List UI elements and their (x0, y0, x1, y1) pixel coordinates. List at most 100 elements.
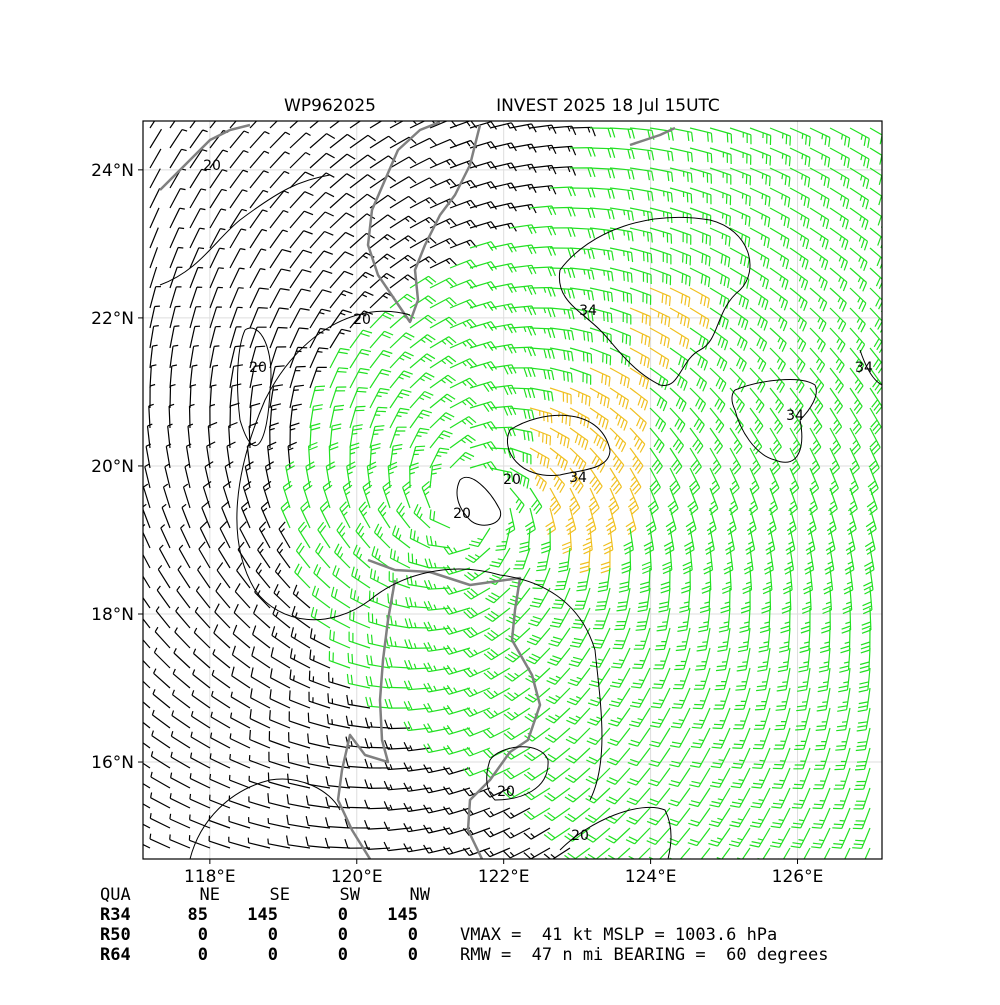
wind-barb (170, 751, 191, 769)
wind-barb (629, 287, 652, 305)
wind-barb (443, 565, 471, 575)
wind-barb (443, 625, 471, 635)
wind-barb (649, 207, 673, 224)
wind-barb (689, 847, 711, 859)
wind-barb (231, 666, 251, 689)
wind-barb (609, 167, 635, 180)
wind-barb (687, 487, 699, 516)
wind-barb (849, 447, 860, 475)
wind-barb (272, 605, 291, 629)
wind-barb (483, 807, 511, 818)
wind-barb (169, 246, 184, 269)
wind-barb (829, 227, 849, 251)
wind-barb (443, 605, 471, 615)
wind-barb (151, 730, 171, 749)
wind-barb (784, 547, 795, 575)
wind-barb (729, 367, 746, 393)
wind-barb (228, 816, 251, 829)
wind-barb (371, 546, 391, 569)
row-label: R64 (100, 945, 131, 965)
wind-barb (589, 227, 615, 241)
wind-barb (483, 687, 511, 700)
wind-barb (569, 387, 591, 407)
wind-barb (369, 443, 381, 469)
wind-barb (584, 827, 611, 843)
wind-barb (264, 461, 275, 489)
wind-barb (143, 575, 151, 589)
wind-barb (869, 127, 882, 145)
wind-barb (649, 347, 670, 370)
wind-barb (761, 587, 772, 614)
wind-barb (766, 507, 777, 535)
wind-barb (549, 407, 571, 427)
wind-barb (591, 627, 611, 649)
wind-barb (469, 281, 497, 291)
wind-barb (809, 407, 823, 435)
wind-barb (229, 130, 250, 149)
wind-barb (311, 585, 331, 609)
wind-barb (443, 846, 471, 855)
wind-barb (790, 827, 811, 849)
wind-barb (389, 195, 417, 209)
wind-barb (149, 833, 171, 849)
wind-barb (737, 847, 751, 859)
wind-barb (369, 568, 391, 589)
wind-barb (849, 147, 870, 169)
wind-barb (852, 827, 871, 849)
wind-barb (629, 227, 653, 243)
wind-barb (509, 487, 525, 514)
wind-barb (629, 447, 644, 474)
wind-barb (669, 747, 691, 768)
wind-barb (748, 487, 759, 516)
wind-barb (157, 565, 171, 589)
wind-barb (143, 483, 151, 509)
wind-barb (789, 247, 809, 270)
row-label: R50 (100, 925, 131, 945)
wind-barb (443, 826, 471, 835)
wind-barb (244, 461, 254, 489)
wind-barb (829, 467, 839, 495)
wind-barb (749, 207, 771, 228)
wind-barb (355, 522, 371, 549)
wind-barb (346, 461, 356, 489)
wind-barb (730, 767, 751, 789)
wind-barb (549, 467, 566, 494)
wind-barb (150, 751, 171, 769)
wind-barb (383, 821, 411, 831)
wind-barb (169, 227, 185, 249)
wind-barb (529, 347, 555, 359)
wind-barb (649, 287, 671, 307)
wind-barb (286, 794, 311, 809)
wind-barb (349, 154, 376, 169)
wind-barb (369, 272, 396, 289)
wind-barb (409, 256, 437, 269)
wind-barb (409, 137, 437, 149)
wind-barb (708, 487, 719, 516)
wind-barb (249, 189, 269, 209)
wind-barb (169, 207, 185, 229)
wind-barb (589, 347, 612, 366)
wind-barb (342, 480, 353, 509)
wind-barb (811, 807, 831, 829)
wind-barb (389, 351, 414, 369)
wind-barb (652, 667, 671, 689)
wind-barb (199, 521, 211, 549)
wind-barb (726, 507, 737, 535)
wind-barb (605, 507, 617, 535)
wind-barb (749, 407, 764, 434)
wind-barb (469, 261, 497, 271)
wind-barb (709, 387, 726, 413)
wind-barb (509, 143, 537, 153)
table-cell: 0 (338, 925, 348, 945)
wind-barb (791, 787, 811, 809)
wind-barb (839, 647, 851, 673)
wind-barb (863, 567, 874, 595)
wind-barb (252, 625, 271, 649)
wind-barb (649, 427, 665, 454)
wind-barb (523, 827, 551, 840)
wind-barb (691, 707, 711, 729)
wind-barb (309, 347, 329, 369)
wind-barb (297, 521, 311, 549)
wind-barb (328, 651, 351, 669)
wind-barb (589, 407, 609, 430)
